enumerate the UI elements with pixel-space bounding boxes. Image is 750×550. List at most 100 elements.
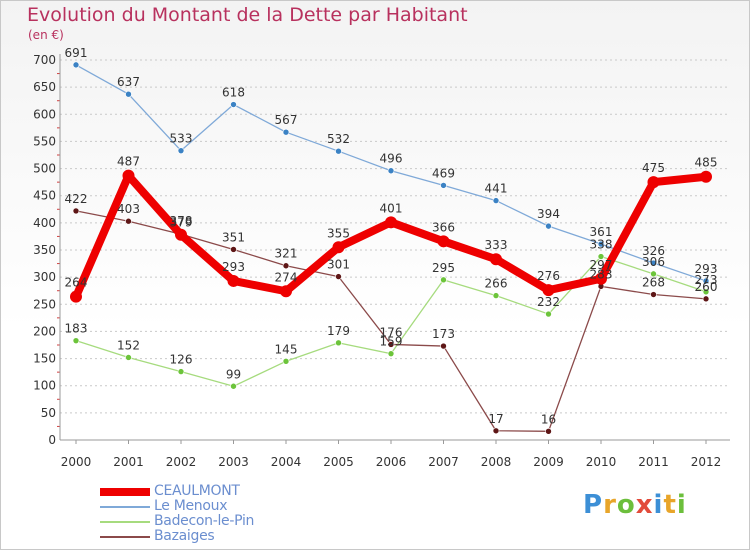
data-point (385, 216, 397, 229)
data-label: 16 (541, 412, 556, 426)
data-label: 355 (327, 226, 350, 240)
data-point (650, 259, 657, 267)
data-point (440, 342, 447, 350)
data-label: 297 (590, 258, 613, 272)
data-label: 485 (695, 156, 718, 170)
logo-letter: o (616, 490, 636, 520)
data-point (387, 341, 395, 348)
data-point (650, 270, 657, 278)
data-point (230, 101, 237, 108)
data-label: 618 (222, 86, 245, 100)
legend-label: Badecon-le-Pin (154, 513, 255, 529)
data-point (332, 241, 345, 254)
logo-letter: t (663, 490, 677, 520)
data-label: 379 (170, 215, 193, 229)
y-tick-label: 0 (48, 433, 56, 447)
data-point (650, 291, 657, 298)
data-label: 333 (485, 238, 508, 252)
data-label: 173 (432, 327, 455, 341)
data-label: 301 (327, 258, 350, 272)
data-point (72, 61, 80, 69)
data-point (177, 147, 185, 154)
data-point (545, 310, 552, 318)
x-tick-label: 2009 (533, 455, 564, 469)
data-point (440, 276, 447, 284)
data-point (70, 290, 82, 303)
data-label: 266 (485, 277, 508, 291)
y-tick-label: 500 (33, 162, 56, 176)
data-label: 403 (117, 202, 140, 216)
data-label: 338 (590, 238, 613, 252)
y-tick-label: 100 (33, 379, 56, 393)
data-label: 366 (432, 220, 455, 234)
data-point (125, 90, 132, 98)
data-label: 179 (327, 324, 350, 338)
data-label: 567 (275, 113, 298, 127)
data-point (490, 253, 502, 266)
logo-letter: P (583, 490, 604, 520)
logo-letter: i (676, 490, 687, 520)
y-tick-label: 700 (33, 53, 56, 67)
data-point (230, 246, 237, 253)
data-point (227, 274, 240, 287)
data-point (700, 170, 712, 183)
series-lines (70, 61, 712, 435)
chart-title: Evolution du Montant de la Dette par Hab… (27, 4, 468, 26)
data-label: 637 (117, 75, 140, 89)
y-tick-label: 300 (33, 270, 56, 284)
legend-swatch (100, 506, 150, 508)
data-point (492, 292, 500, 299)
unit-label: (en €) (28, 28, 64, 42)
data-label: 145 (275, 342, 298, 356)
x-tick-label: 2006 (376, 455, 407, 469)
data-label: 533 (170, 132, 193, 146)
data-label: 422 (65, 192, 88, 206)
legend-label: Bazaiges (154, 528, 215, 544)
data-label: 401 (380, 201, 403, 215)
axes: 0 50 100 150 200 250 300 350 400 450 500 550 600 650 7… (33, 53, 730, 469)
data-point (335, 273, 342, 280)
data-label: 293 (695, 262, 718, 276)
data-point (125, 217, 132, 225)
data-point (282, 128, 290, 136)
y-tick-label: 450 (33, 189, 56, 203)
data-label: 691 (65, 46, 88, 60)
data-label: 274 (275, 270, 298, 284)
data-point (335, 147, 342, 155)
data-label: 264 (65, 276, 88, 290)
data-label: 295 (432, 261, 455, 275)
data-point (437, 235, 450, 248)
data-point (492, 197, 500, 204)
data-point (72, 337, 80, 344)
legend-swatch (100, 521, 150, 523)
data-label: 361 (590, 225, 613, 239)
y-tick-label: 200 (33, 324, 56, 338)
data-label: 152 (117, 338, 140, 352)
y-tick-label: 150 (33, 352, 56, 366)
data-label: 293 (222, 260, 245, 274)
data-point (125, 354, 132, 361)
data-point (282, 262, 290, 270)
data-point (702, 277, 710, 285)
data-label: 321 (275, 247, 298, 261)
data-point (387, 350, 395, 357)
y-tick-label: 550 (33, 134, 56, 148)
x-tick-label: 2007 (428, 455, 459, 469)
logo-letter: i (653, 490, 664, 520)
data-label: 469 (432, 166, 455, 180)
data-point (545, 428, 552, 435)
data-point (597, 253, 605, 260)
x-tick-label: 2002 (166, 455, 197, 469)
data-point (122, 169, 135, 182)
x-tick-label: 2012 (691, 455, 722, 469)
x-tick-label: 2005 (323, 455, 354, 469)
data-label: 176 (380, 325, 403, 339)
logo-letter: r (603, 490, 617, 520)
data-label: 487 (117, 155, 140, 169)
data-point (492, 427, 500, 435)
x-tick-label: 2004 (271, 455, 302, 469)
data-label: 532 (327, 132, 350, 146)
data-point (387, 167, 395, 175)
y-tick-label: 250 (33, 297, 56, 311)
